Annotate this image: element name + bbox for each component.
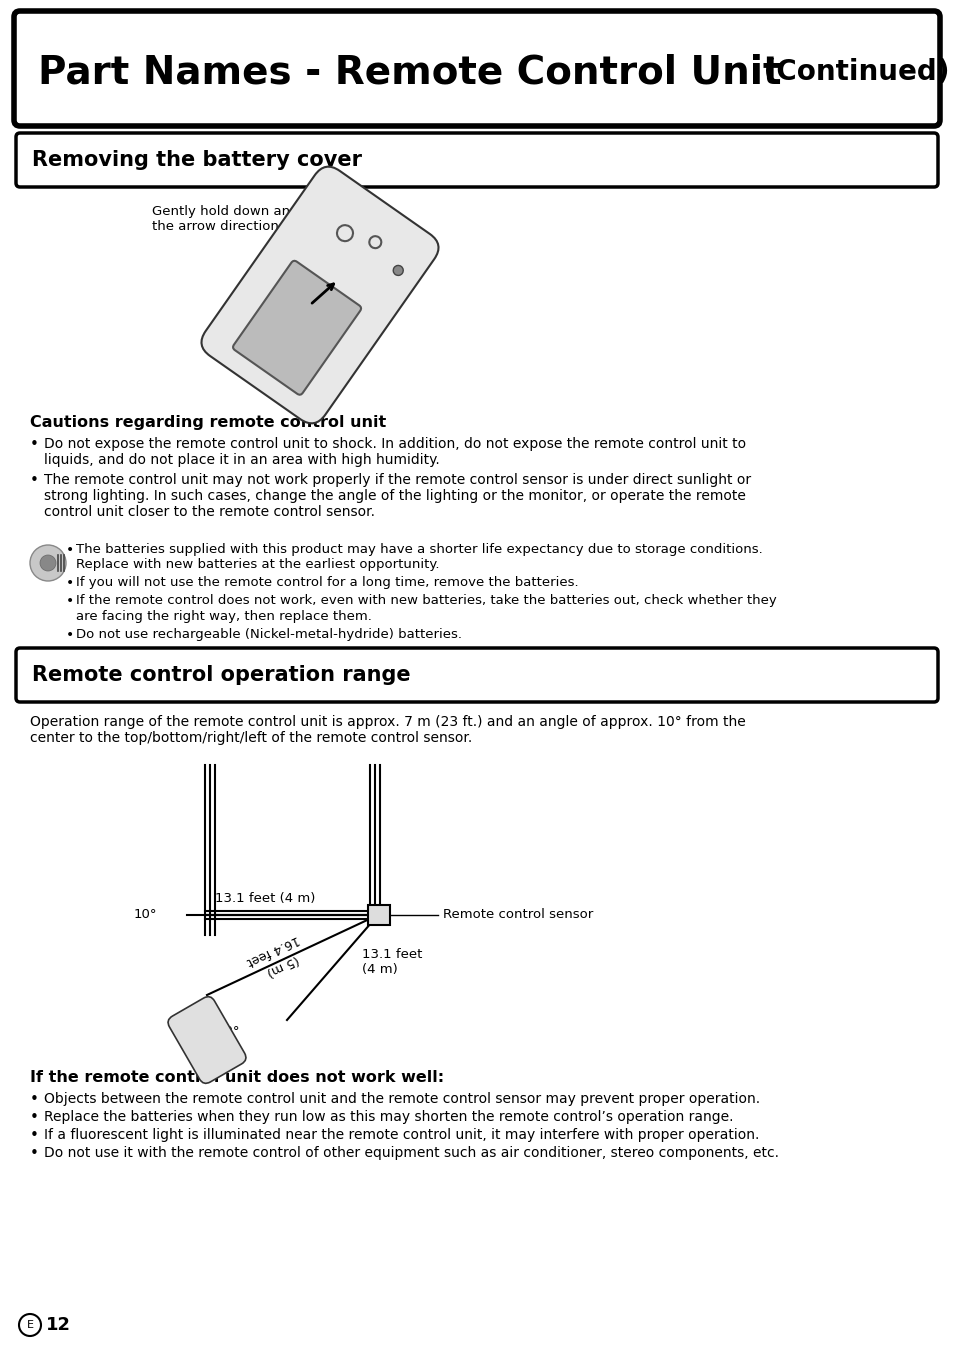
Text: 13.1 feet: 13.1 feet (362, 947, 422, 961)
Text: If the remote control unit does not work well:: If the remote control unit does not work… (30, 1070, 444, 1085)
Text: the arrow direction.: the arrow direction. (152, 220, 283, 232)
FancyBboxPatch shape (16, 132, 937, 186)
Text: (4 m): (4 m) (362, 962, 397, 975)
Text: Objects between the remote control unit and the remote control sensor may preven: Objects between the remote control unit … (44, 1092, 760, 1106)
Text: •: • (30, 473, 39, 488)
Text: 13.1 feet (4 m): 13.1 feet (4 m) (214, 892, 315, 905)
Text: liquids, and do not place it in an area with high humidity.: liquids, and do not place it in an area … (44, 453, 439, 467)
FancyBboxPatch shape (233, 261, 360, 394)
Text: If you will not use the remote control for a long time, remove the batteries.: If you will not use the remote control f… (76, 576, 578, 589)
Text: Gently hold down and press in: Gently hold down and press in (152, 205, 355, 218)
Text: Remote control operation range: Remote control operation range (32, 665, 410, 685)
Text: •: • (30, 1128, 39, 1143)
Text: Operation range of the remote control unit is approx. 7 m (23 ft.) and an angle : Operation range of the remote control un… (30, 715, 745, 730)
Bar (368, 905, 390, 925)
Text: 10°: 10° (133, 908, 157, 921)
Text: are facing the right way, then replace them.: are facing the right way, then replace t… (76, 611, 372, 623)
Text: •: • (30, 436, 39, 453)
Text: If a fluorescent light is illuminated near the remote control unit, it may inter: If a fluorescent light is illuminated ne… (44, 1128, 759, 1142)
Text: Replace the batteries when they run low as this may shorten the remote control’s: Replace the batteries when they run low … (44, 1111, 733, 1124)
Text: Remote control sensor: Remote control sensor (442, 908, 593, 921)
Text: control unit closer to the remote control sensor.: control unit closer to the remote contro… (44, 505, 375, 519)
Text: Replace with new batteries at the earliest opportunity.: Replace with new batteries at the earlie… (76, 558, 439, 571)
Circle shape (30, 544, 66, 581)
Text: Removing the battery cover: Removing the battery cover (32, 150, 361, 170)
Text: •: • (30, 1111, 39, 1125)
Circle shape (40, 555, 56, 571)
FancyBboxPatch shape (201, 166, 438, 423)
FancyBboxPatch shape (14, 11, 939, 126)
Text: •: • (30, 1092, 39, 1106)
Text: If the remote control does not work, even with new batteries, take the batteries: If the remote control does not work, eve… (76, 594, 776, 607)
Text: strong lighting. In such cases, change the angle of the lighting or the monitor,: strong lighting. In such cases, change t… (44, 489, 745, 503)
Text: •: • (66, 576, 74, 590)
Text: •: • (66, 543, 74, 557)
Text: 16.4 feet: 16.4 feet (244, 932, 300, 967)
Text: •: • (66, 628, 74, 642)
Text: Do not use it with the remote control of other equipment such as air conditioner: Do not use it with the remote control of… (44, 1146, 779, 1161)
Text: Part Names - Remote Control Unit: Part Names - Remote Control Unit (38, 53, 781, 91)
Text: Do not expose the remote control unit to shock. In addition, do not expose the r: Do not expose the remote control unit to… (44, 436, 745, 451)
Text: center to the top/bottom/right/left of the remote control sensor.: center to the top/bottom/right/left of t… (30, 731, 472, 744)
Text: Cautions regarding remote control unit: Cautions regarding remote control unit (30, 415, 386, 430)
Text: Do not use rechargeable (Nickel-metal-hydride) batteries.: Do not use rechargeable (Nickel-metal-hy… (76, 628, 461, 640)
Text: (5 m): (5 m) (264, 952, 300, 978)
Text: The batteries supplied with this product may have a shorter life expectancy due : The batteries supplied with this product… (76, 543, 762, 557)
Text: •: • (30, 1146, 39, 1161)
Text: •: • (66, 594, 74, 608)
Text: 12: 12 (46, 1316, 71, 1333)
Text: 10°: 10° (216, 1025, 240, 1038)
Text: The remote control unit may not work properly if the remote control sensor is un: The remote control unit may not work pro… (44, 473, 750, 486)
FancyBboxPatch shape (16, 648, 937, 703)
Circle shape (393, 265, 403, 276)
Text: (Continued): (Continued) (753, 58, 948, 86)
FancyBboxPatch shape (168, 997, 246, 1084)
Text: E: E (27, 1320, 33, 1329)
